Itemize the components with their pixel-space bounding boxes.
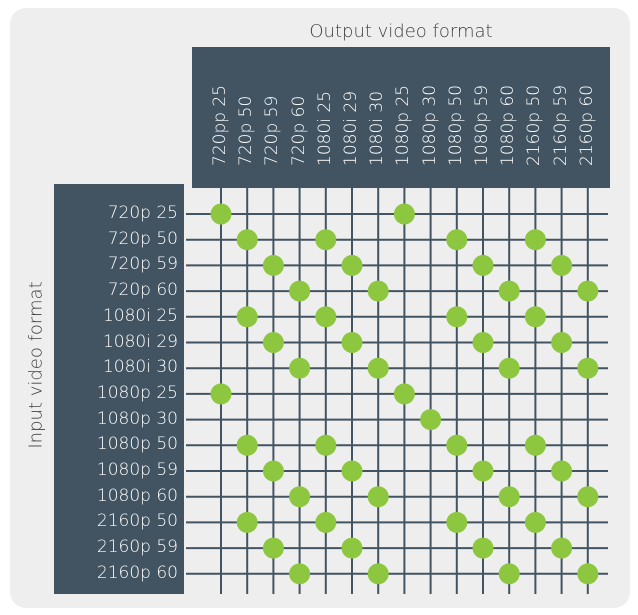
supported-dot (551, 332, 573, 353)
input-format-label: 1080i 30 (102, 357, 178, 378)
supported-dot (420, 409, 442, 431)
supported-dot (210, 383, 232, 405)
output-axis-title: Output video format (309, 21, 493, 42)
supported-dot (472, 332, 494, 353)
supported-dot (367, 486, 389, 508)
supported-dot (393, 383, 415, 405)
supported-dot (551, 537, 573, 559)
input-format-label: 2160p 59 (96, 537, 178, 558)
input-format-label: 1080p 59 (96, 460, 178, 480)
supported-dot (524, 306, 546, 328)
supported-dot (236, 229, 258, 251)
supported-dot (367, 563, 389, 585)
supported-dot (498, 357, 520, 379)
supported-dot (262, 254, 284, 276)
supported-dot (524, 434, 546, 456)
input-format-label: 720p 25 (107, 203, 178, 223)
supported-dot (236, 511, 258, 533)
supported-dot (367, 357, 389, 379)
input-format-label: 1080p 30 (96, 408, 178, 429)
input-format-label: 1080i 25 (102, 305, 178, 326)
input-format-label: 2160p 50 (96, 511, 178, 532)
supported-dot (315, 511, 337, 533)
supported-dot (446, 434, 468, 456)
supported-dot (341, 460, 363, 482)
supported-dot (446, 511, 468, 533)
supported-dot (289, 486, 311, 508)
input-format-label: 720p 50 (107, 228, 178, 249)
supported-dot (289, 280, 311, 302)
supported-dot (524, 229, 546, 251)
supported-dot (341, 254, 363, 276)
supported-dot (551, 254, 573, 276)
supported-dot (315, 306, 337, 328)
supported-dot (262, 537, 284, 559)
supported-dot (551, 460, 573, 482)
supported-dot (315, 434, 337, 456)
input-format-label: 1080p 50 (96, 434, 178, 455)
supported-dot (236, 306, 258, 328)
supported-dot (472, 460, 494, 482)
supported-dot (472, 537, 494, 559)
input-format-label: 720p 60 (107, 280, 178, 301)
supported-dot (341, 332, 363, 353)
supported-dot (289, 357, 311, 379)
output-format-header (192, 47, 610, 188)
supported-dot (577, 563, 599, 585)
supported-dot (262, 332, 284, 353)
input-format-header (54, 184, 184, 594)
supported-dot (498, 563, 520, 585)
input-format-label: 720p 59 (107, 254, 178, 275)
supported-dot (236, 434, 258, 456)
supported-dot (262, 460, 284, 482)
input-format-label: 1080i 29 (102, 331, 178, 352)
supported-dot (577, 280, 599, 302)
supported-dot (498, 280, 520, 302)
supported-dot (472, 254, 494, 276)
input-format-label: 1080p 25 (96, 382, 178, 403)
supported-dot (367, 280, 389, 302)
input-format-label: 2160p 60 (96, 562, 178, 583)
supported-dot (393, 203, 415, 225)
supported-dot (577, 357, 599, 379)
supported-dot (289, 563, 311, 585)
supported-dot (446, 306, 468, 328)
input-format-label: 1080p 60 (96, 485, 178, 506)
supported-dot (577, 486, 599, 508)
supported-dot (446, 229, 468, 251)
supported-dot (341, 537, 363, 559)
supported-dot (524, 511, 546, 533)
supported-dot (498, 486, 520, 508)
supported-dot (315, 229, 337, 251)
supported-dot (210, 203, 232, 225)
